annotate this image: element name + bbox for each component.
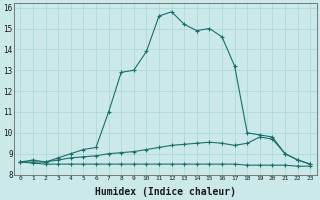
X-axis label: Humidex (Indice chaleur): Humidex (Indice chaleur) [95,186,236,197]
